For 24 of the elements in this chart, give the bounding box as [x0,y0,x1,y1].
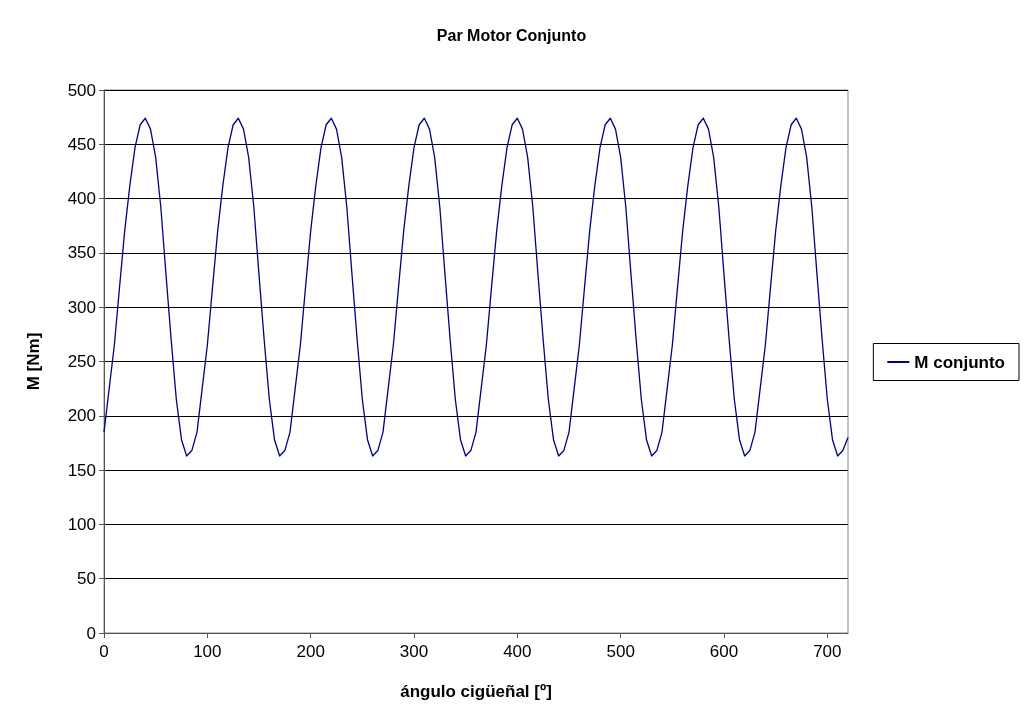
y-axis-title: M [Nm] [24,332,43,391]
x-axis-title: ángulo cigüeñal [º] [400,682,552,701]
x-tick-label: 100 [193,642,222,661]
x-tick-label: 400 [503,642,532,661]
y-tick-label: 0 [86,623,96,643]
y-tick-label: 300 [67,297,96,317]
y-tick-label: 50 [77,569,96,589]
y-tick-label: 400 [67,189,96,209]
y-tick-label: 450 [67,134,96,154]
y-tick-label: 150 [67,460,96,480]
line-series [103,117,849,457]
y-tick-label: 100 [67,514,96,534]
y-tick-label: 250 [67,352,96,371]
legend-label: M conjunto [914,352,1006,372]
x-tick-label: 600 [709,642,739,661]
chart-title: Par Motor Conjunto [436,26,587,44]
x-tick-label: 200 [296,642,325,661]
y-tick-label: 350 [67,243,96,263]
x-tick-label: 300 [399,642,429,661]
x-tick-label: 0 [99,642,109,661]
x-tick-label: 700 [813,642,842,661]
y-tick-label: 200 [67,406,96,426]
x-tick-label: 500 [606,642,635,661]
y-tick-label: 500 [67,80,96,100]
